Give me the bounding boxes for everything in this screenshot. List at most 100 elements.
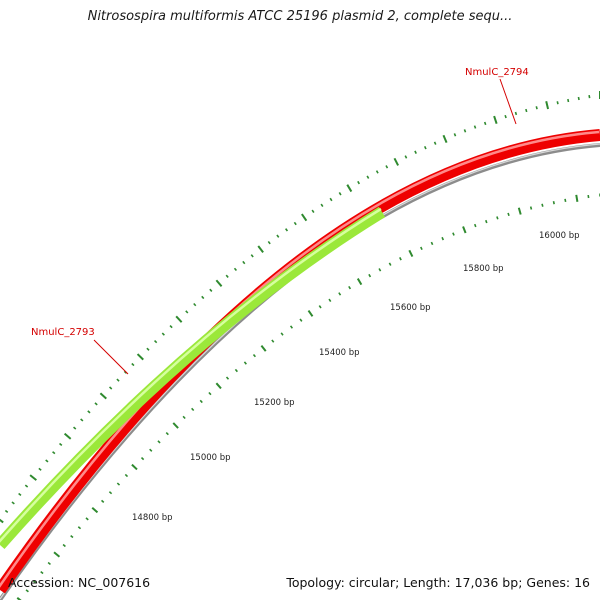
inner-major-tick: [462, 226, 467, 234]
inner-minor-tick: [225, 376, 230, 380]
inner-minor-tick: [191, 407, 195, 412]
outer-tick-row: [0, 91, 600, 524]
inner-major-tick: [260, 344, 267, 352]
inner-major-tick: [408, 249, 414, 258]
outer-minor-tick: [161, 332, 165, 336]
position-label-15400: 15400 bp: [319, 348, 360, 358]
outer-major-tick: [393, 157, 400, 166]
position-label-15800: 15800 bp: [463, 264, 504, 274]
outer-minor-tick: [201, 295, 205, 300]
inner-minor-tick: [378, 268, 382, 272]
inner-minor-tick: [32, 580, 37, 584]
gene-nmulc-2794-arc[interactable]: [0, 129, 600, 594]
outer-minor-tick: [285, 228, 289, 232]
position-label-15000: 15000 bp: [190, 453, 231, 463]
inner-minor-tick: [100, 499, 105, 503]
inner-minor-tick: [25, 589, 29, 593]
outer-minor-tick: [209, 288, 213, 292]
outer-minor-tick: [94, 402, 98, 406]
inner-major-tick: [356, 278, 363, 286]
inner-minor-tick: [47, 561, 51, 566]
inner-minor-tick: [541, 203, 544, 207]
inner-minor-tick: [430, 241, 434, 246]
position-label-14800: 14800 bp: [132, 513, 173, 523]
inner-minor-tick: [299, 318, 303, 322]
inner-minor-tick: [368, 273, 372, 278]
inner-minor-tick: [441, 236, 445, 241]
outer-minor-tick: [59, 442, 63, 447]
accession-label: Accession:: [8, 575, 75, 590]
gene-label-nmulc-2794-leader: [499, 78, 517, 125]
length-value: 17,036 bp: [454, 575, 519, 590]
inner-major-tick: [215, 382, 222, 390]
outer-minor-tick: [311, 209, 315, 213]
inner-minor-tick: [318, 305, 322, 309]
inner-minor-tick: [507, 212, 510, 217]
outer-minor-tick: [185, 310, 189, 314]
outer-minor-tick: [108, 386, 113, 390]
accession-value: NC_007616: [78, 575, 151, 590]
map-title: Nitrosospira multiformis ATCC 25196 plas…: [87, 9, 513, 24]
inner-minor-tick: [149, 448, 153, 452]
outer-minor-tick: [320, 203, 324, 208]
topology-value: circular: [348, 575, 396, 590]
outer-minor-tick: [242, 260, 246, 265]
summary-separator: ;: [395, 575, 400, 590]
inner-minor-tick: [140, 456, 145, 461]
inner-minor-tick: [70, 534, 74, 539]
gene-label-nmulc-2793-group[interactable]: NmulC_2793: [31, 327, 129, 375]
outer-minor-tick: [24, 484, 29, 488]
gene-nmulc-2793-arc[interactable]: [0, 206, 386, 549]
inner-minor-tick: [289, 325, 294, 329]
outer-minor-tick: [38, 467, 42, 471]
outer-minor-tick: [338, 192, 342, 196]
gene-label-nmulc-2793[interactable]: NmulC_2793: [31, 327, 95, 338]
outer-minor-tick: [375, 170, 379, 174]
outer-minor-tick: [267, 240, 271, 245]
gene-label-nmulc-2794[interactable]: NmulC_2794: [465, 67, 529, 78]
inner-minor-tick: [496, 216, 499, 220]
outer-minor-tick: [80, 418, 84, 422]
outer-minor-tick: [250, 254, 254, 258]
outer-minor-tick: [423, 145, 427, 150]
outer-minor-tick: [473, 125, 477, 129]
outer-minor-tick: [433, 141, 437, 145]
position-label-16000: 16000 bp: [539, 231, 580, 241]
outer-major-tick: [545, 101, 550, 110]
outer-minor-tick: [131, 362, 135, 367]
inner-minor-tick: [199, 399, 203, 404]
inner-minor-tick: [452, 232, 455, 236]
outer-minor-tick: [453, 133, 457, 137]
plasmid-backbone-highlight: [0, 143, 600, 600]
outer-minor-tick: [366, 175, 370, 179]
inner-minor-tick: [485, 219, 488, 224]
inner-minor-tick: [552, 201, 555, 205]
outer-minor-tick: [193, 302, 197, 307]
outer-major-tick: [442, 134, 448, 144]
inner-minor-tick: [280, 332, 284, 336]
outer-minor-tick: [404, 155, 408, 159]
outer-major-tick: [175, 315, 183, 323]
inner-major-tick: [517, 207, 522, 215]
inner-major-tick: [172, 422, 179, 429]
outer-major-tick: [63, 432, 72, 440]
summary-separator: ;: [518, 575, 523, 590]
inner-major-tick: [16, 597, 22, 600]
gene-nmulc-2794-arc-shine: [0, 130, 600, 588]
outer-minor-tick: [483, 121, 487, 126]
inner-minor-tick: [208, 391, 212, 396]
inner-minor-tick: [388, 262, 392, 266]
outer-minor-tick: [414, 150, 417, 154]
outer-major-tick: [215, 279, 223, 287]
inner-minor-tick: [77, 526, 82, 530]
outer-minor-tick: [154, 339, 158, 344]
outer-major-tick: [493, 115, 498, 125]
inner-minor-tick: [399, 257, 402, 261]
inner-minor-tick: [243, 361, 247, 365]
outer-minor-tick: [556, 101, 559, 105]
outer-minor-tick: [146, 347, 150, 351]
inner-minor-tick: [529, 206, 533, 210]
gene-label-nmulc-2794-group[interactable]: NmulC_2794: [465, 67, 529, 125]
inner-minor-tick: [124, 473, 129, 478]
position-label-15200: 15200 bp: [254, 398, 295, 408]
